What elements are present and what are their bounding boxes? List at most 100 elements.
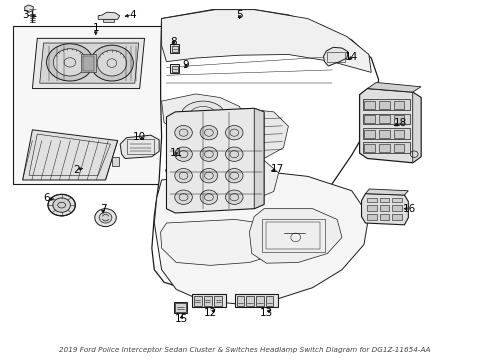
Bar: [164, 168, 166, 171]
Bar: [214, 296, 222, 306]
Text: 1: 1: [92, 23, 99, 33]
Bar: [227, 20, 240, 31]
Bar: [165, 159, 176, 170]
Bar: [166, 161, 174, 169]
Ellipse shape: [95, 209, 116, 226]
Bar: [191, 294, 225, 307]
Bar: [391, 198, 401, 202]
Ellipse shape: [174, 190, 192, 204]
Bar: [112, 157, 119, 166]
Bar: [379, 214, 388, 220]
Polygon shape: [412, 92, 420, 163]
Ellipse shape: [200, 147, 217, 161]
Bar: [176, 168, 178, 171]
Bar: [261, 220, 325, 252]
Bar: [378, 101, 389, 109]
Text: 16: 16: [402, 204, 415, 214]
Bar: [203, 296, 211, 306]
Ellipse shape: [200, 126, 217, 140]
Ellipse shape: [225, 168, 243, 183]
Text: 18: 18: [393, 118, 407, 128]
Ellipse shape: [48, 194, 75, 216]
Bar: [393, 130, 404, 138]
Bar: [391, 205, 401, 211]
Bar: [170, 64, 179, 73]
Text: 5: 5: [236, 10, 243, 20]
Text: 17: 17: [270, 164, 284, 174]
Polygon shape: [152, 10, 378, 288]
Text: 11: 11: [169, 148, 183, 158]
Ellipse shape: [53, 49, 86, 76]
Bar: [127, 139, 154, 154]
Bar: [266, 222, 320, 249]
Ellipse shape: [225, 126, 243, 140]
Bar: [362, 142, 409, 153]
Ellipse shape: [97, 50, 126, 76]
Text: 14: 14: [345, 52, 358, 62]
Text: 7: 7: [100, 204, 106, 214]
Polygon shape: [98, 12, 120, 19]
Bar: [366, 198, 376, 202]
Text: 2019 Ford Police Interceptor Sedan Cluster & Switches Headlamp Switch Diagram fo: 2019 Ford Police Interceptor Sedan Clust…: [59, 347, 429, 353]
Polygon shape: [22, 130, 118, 180]
Bar: [364, 130, 374, 138]
Bar: [378, 130, 389, 138]
Ellipse shape: [46, 44, 93, 81]
Bar: [364, 101, 374, 109]
Bar: [366, 205, 376, 211]
Polygon shape: [154, 169, 368, 304]
Bar: [82, 55, 94, 71]
Bar: [256, 296, 263, 306]
Ellipse shape: [90, 45, 133, 81]
Bar: [175, 303, 185, 312]
Polygon shape: [183, 160, 278, 204]
Ellipse shape: [174, 126, 192, 140]
Polygon shape: [161, 10, 370, 72]
Bar: [393, 144, 404, 152]
Polygon shape: [161, 94, 244, 135]
Polygon shape: [254, 108, 264, 209]
Bar: [364, 144, 374, 152]
Bar: [393, 101, 404, 109]
Polygon shape: [32, 39, 144, 89]
Bar: [170, 44, 179, 53]
Bar: [229, 22, 238, 30]
Bar: [265, 296, 273, 306]
Bar: [234, 294, 277, 307]
Bar: [393, 116, 404, 123]
Text: 6: 6: [43, 193, 50, 203]
Bar: [378, 116, 389, 123]
Text: 12: 12: [203, 309, 217, 318]
Ellipse shape: [174, 147, 192, 161]
Text: 8: 8: [170, 37, 177, 47]
Text: 4: 4: [129, 10, 135, 20]
Text: 2: 2: [73, 165, 80, 175]
Bar: [173, 302, 187, 314]
Ellipse shape: [200, 168, 217, 183]
Bar: [378, 144, 389, 152]
Polygon shape: [366, 82, 420, 92]
Bar: [81, 54, 96, 72]
Text: 15: 15: [174, 314, 187, 324]
Ellipse shape: [174, 168, 192, 183]
Bar: [246, 296, 253, 306]
Bar: [327, 51, 344, 62]
Bar: [366, 214, 376, 220]
Bar: [193, 296, 201, 306]
Polygon shape: [361, 194, 407, 225]
Bar: [362, 99, 409, 110]
Bar: [391, 214, 401, 220]
Polygon shape: [120, 135, 159, 158]
Polygon shape: [249, 209, 341, 263]
Bar: [171, 45, 177, 51]
Polygon shape: [323, 47, 347, 66]
Polygon shape: [25, 5, 33, 12]
Bar: [103, 19, 114, 22]
Ellipse shape: [200, 190, 217, 204]
Polygon shape: [160, 220, 288, 265]
Bar: [379, 198, 388, 202]
Polygon shape: [359, 89, 420, 163]
Text: 3: 3: [22, 10, 28, 20]
Ellipse shape: [99, 212, 112, 223]
Bar: [13, 26, 161, 184]
